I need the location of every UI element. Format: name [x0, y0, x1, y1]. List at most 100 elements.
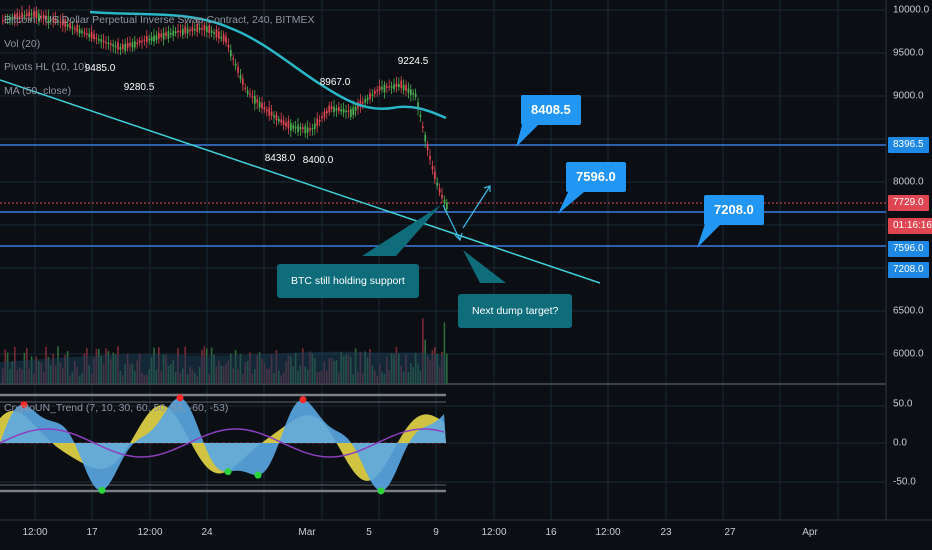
candle-body — [287, 120, 290, 129]
candle-body — [141, 40, 143, 43]
candle-body — [280, 119, 283, 123]
candle-body — [98, 39, 100, 41]
osc-tick: -50.0 — [893, 476, 916, 488]
candle-body — [208, 25, 211, 33]
candle-body — [174, 31, 177, 34]
candle-body — [398, 84, 400, 88]
pivot-label: 8438.0 — [264, 153, 296, 164]
callout-level-7596[interactable]: 7596.0 — [566, 162, 626, 192]
candle-body — [30, 13, 33, 16]
callout-level-7208[interactable]: 7208.0 — [704, 195, 764, 225]
candle-body — [412, 92, 415, 95]
candle-body — [50, 19, 52, 21]
candle-body — [359, 100, 362, 107]
time-tick: 5 — [366, 527, 372, 538]
candle-body — [83, 32, 86, 35]
candle-body — [369, 92, 371, 99]
candle-body — [124, 43, 127, 52]
candle-body — [189, 29, 191, 32]
oscillator-signal-dot — [377, 487, 385, 495]
price-tick: 6500.0 — [893, 305, 924, 317]
candle-body — [234, 63, 237, 66]
time-tick: 9 — [433, 527, 439, 538]
candle-body — [107, 42, 110, 45]
oscillator-pane — [0, 393, 446, 495]
time-tick: Apr — [802, 527, 818, 538]
candle-body — [402, 84, 405, 91]
candle-body — [74, 28, 76, 30]
time-tick: 12:00 — [481, 527, 507, 538]
candle-body — [16, 13, 19, 20]
candle-body — [352, 107, 355, 115]
candle-body — [297, 124, 299, 133]
candle-body — [299, 126, 302, 130]
candle-body — [52, 17, 55, 22]
candle-body — [335, 108, 338, 111]
current-price-tag: 7729.0 — [888, 195, 929, 211]
candle-body — [434, 171, 436, 179]
ma-indicator-label[interactable]: MA (50, close) — [4, 85, 72, 97]
candle-body — [117, 42, 119, 50]
candle-body — [162, 32, 165, 40]
candle-body — [218, 31, 220, 39]
price-tick: 9500.0 — [893, 47, 924, 59]
osc-tick: 0.0 — [893, 437, 907, 449]
candle-body — [165, 32, 167, 36]
time-tick: 16 — [545, 527, 557, 538]
note-pointers — [362, 205, 506, 283]
symbol-title[interactable]: Bitcoin / US Dollar Perpetual Inverse Sw… — [4, 14, 315, 26]
candle-body — [386, 86, 388, 88]
pivot-label: 8400.0 — [302, 155, 334, 166]
candle-body — [268, 107, 271, 116]
candle-body — [4, 18, 7, 21]
oscillator-signal-dot — [176, 394, 184, 402]
candle-body — [285, 122, 287, 127]
candle-body — [14, 14, 16, 20]
candle-body — [314, 123, 316, 129]
target-price-tag-2: 7208.0 — [888, 262, 929, 278]
candle-body — [191, 27, 194, 32]
note-support[interactable]: BTC still holding support — [277, 264, 419, 298]
candle-body — [395, 83, 398, 88]
time-tick: Mar — [298, 527, 316, 538]
note-dump-target[interactable]: Next dump target? — [458, 294, 573, 328]
candle-body — [26, 13, 28, 16]
candle-body — [138, 40, 141, 44]
candle-body — [254, 96, 256, 104]
candle-body — [105, 42, 107, 44]
candle-body — [21, 12, 23, 18]
candle-body — [88, 33, 91, 38]
candle-body — [347, 110, 350, 113]
oscillator-indicator-label[interactable]: CryptoUN_Trend (7, 10, 30, 60, 50, 53, -… — [4, 402, 229, 414]
time-tick: 23 — [660, 527, 672, 538]
candle-body — [2, 19, 4, 22]
descending-trendline[interactable] — [0, 79, 601, 284]
candle-body — [306, 127, 309, 133]
oscillator-signal-line — [0, 428, 445, 458]
candle-body — [158, 32, 160, 39]
candle-body — [388, 86, 391, 88]
candle-body — [136, 42, 139, 45]
candle-body — [18, 15, 21, 18]
candle-body — [422, 126, 424, 128]
candle-body — [239, 74, 242, 80]
volume-indicator-label[interactable]: Vol (20) — [4, 38, 41, 50]
candle-body — [383, 84, 386, 93]
candle-body — [326, 110, 328, 114]
candle-body — [42, 15, 45, 19]
candle-body — [131, 42, 134, 48]
candle-body — [126, 42, 129, 48]
callout-level-8408[interactable]: 8408.5 — [521, 95, 581, 125]
oscillator-signal-dot — [98, 486, 106, 494]
candle-body — [95, 37, 98, 40]
candle-body — [112, 44, 115, 47]
candle-body — [338, 107, 340, 112]
candle-body — [172, 30, 175, 36]
candle-body — [64, 19, 67, 27]
pivots-indicator-label[interactable]: Pivots HL (10, 10) — [4, 61, 88, 73]
candle-body — [54, 18, 57, 23]
candle-body — [371, 94, 374, 96]
callout-pointers — [516, 125, 721, 248]
price-tick: 10000.0 — [893, 4, 930, 16]
